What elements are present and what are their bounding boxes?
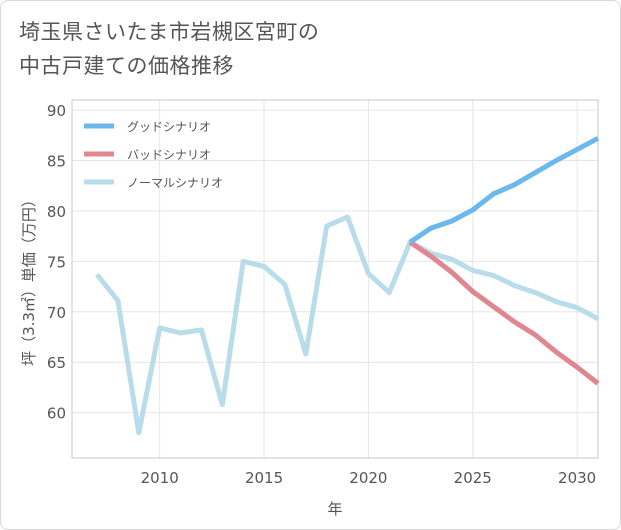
y-tick-label: 65 xyxy=(47,354,66,372)
x-tick-label: 2010 xyxy=(141,469,179,487)
y-tick-label: 85 xyxy=(47,153,66,171)
legend-label: グッドシナリオ xyxy=(127,120,211,134)
y-tick-label: 75 xyxy=(47,253,66,271)
series-line-good xyxy=(408,136,600,245)
series-line-bad xyxy=(408,240,600,386)
series-lines xyxy=(95,136,600,436)
y-tick-label: 70 xyxy=(47,304,66,322)
x-tick-label: 2015 xyxy=(245,469,283,487)
x-tick-label: 2025 xyxy=(454,469,492,487)
grid-lines xyxy=(72,100,598,458)
x-axis-label: 年 xyxy=(327,500,342,518)
series-line-normal xyxy=(95,214,600,436)
legend-label: バッドシナリオ xyxy=(127,148,211,162)
x-tick-labels: 2010 2015 2020 2025 2030 xyxy=(141,469,597,487)
y-tick-label: 90 xyxy=(47,102,66,120)
y-tick-label: 60 xyxy=(47,405,66,423)
plot-frame xyxy=(71,99,599,459)
y-tick-labels: 60 65 70 75 80 85 90 xyxy=(47,102,66,423)
chart-title: 埼玉県さいたま市岩槻区宮町の 中古戸建ての価格推移 xyxy=(19,20,320,78)
y-tick-label: 80 xyxy=(47,203,66,221)
x-tick-label: 2030 xyxy=(558,469,596,487)
y-axis-label: 坪（3.3㎡）単価（万円） xyxy=(20,192,38,366)
x-tick-label: 2020 xyxy=(349,469,387,487)
legend-label: ノーマルシナリオ xyxy=(127,176,223,190)
